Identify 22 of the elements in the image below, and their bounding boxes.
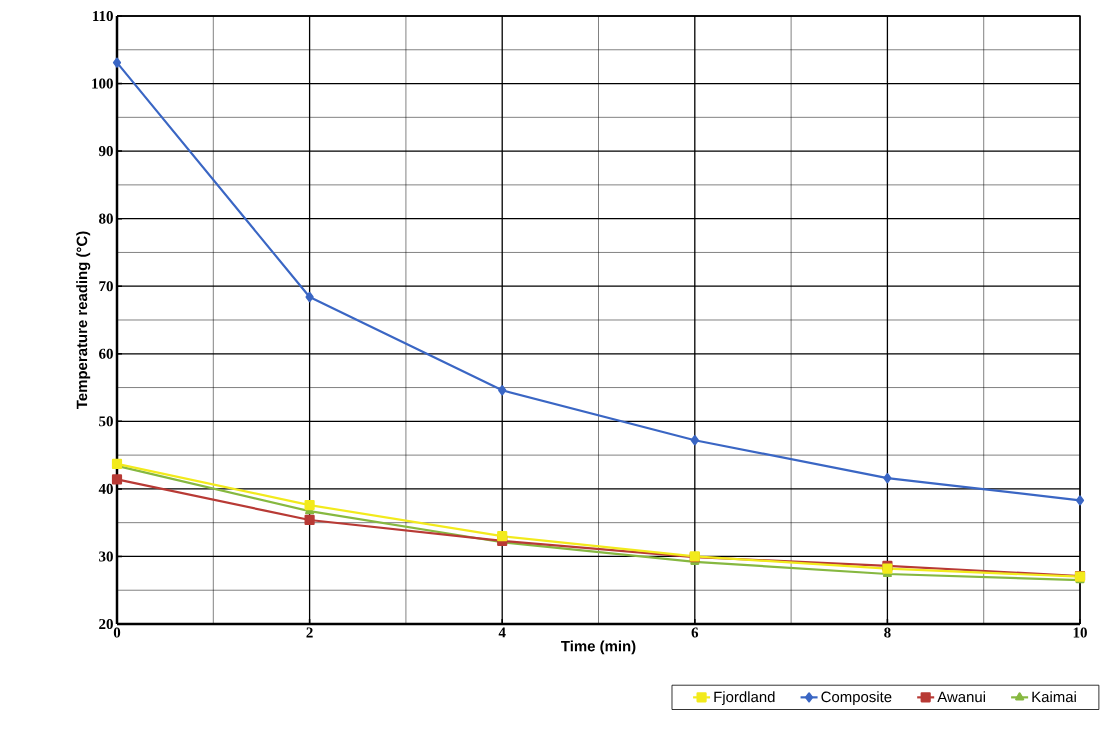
x-tick-label: 2	[306, 627, 313, 638]
x-tick-label: 4	[498, 627, 506, 638]
x-tick-label: 8	[884, 627, 891, 638]
legend-label: Fjordland	[714, 691, 775, 706]
y-tick-label: 60	[99, 348, 113, 359]
y-axis-title: Temperature reading (°C)	[76, 231, 91, 410]
y-tick-label: 40	[98, 483, 113, 494]
y-tick-label: 30	[99, 551, 113, 562]
y-tick-label: 100	[92, 78, 113, 89]
y-tick-label: 20	[99, 618, 113, 630]
y-tick-label: 110	[93, 10, 113, 22]
legend-label: Composite	[821, 691, 892, 706]
legend-label: Awanui	[937, 691, 985, 703]
x-tick-label: 10	[1073, 627, 1087, 638]
y-tick-label: 50	[99, 416, 113, 427]
y-tick-label: 90	[98, 146, 113, 157]
y-tick-label: 70	[99, 281, 113, 292]
y-tick-label: 80	[99, 213, 113, 224]
x-tick-label: 0	[113, 627, 121, 638]
legend-label: Kaimai	[1032, 691, 1076, 703]
x-axis-title: Time (min)	[561, 640, 636, 655]
x-tick-label: 6	[691, 627, 699, 638]
